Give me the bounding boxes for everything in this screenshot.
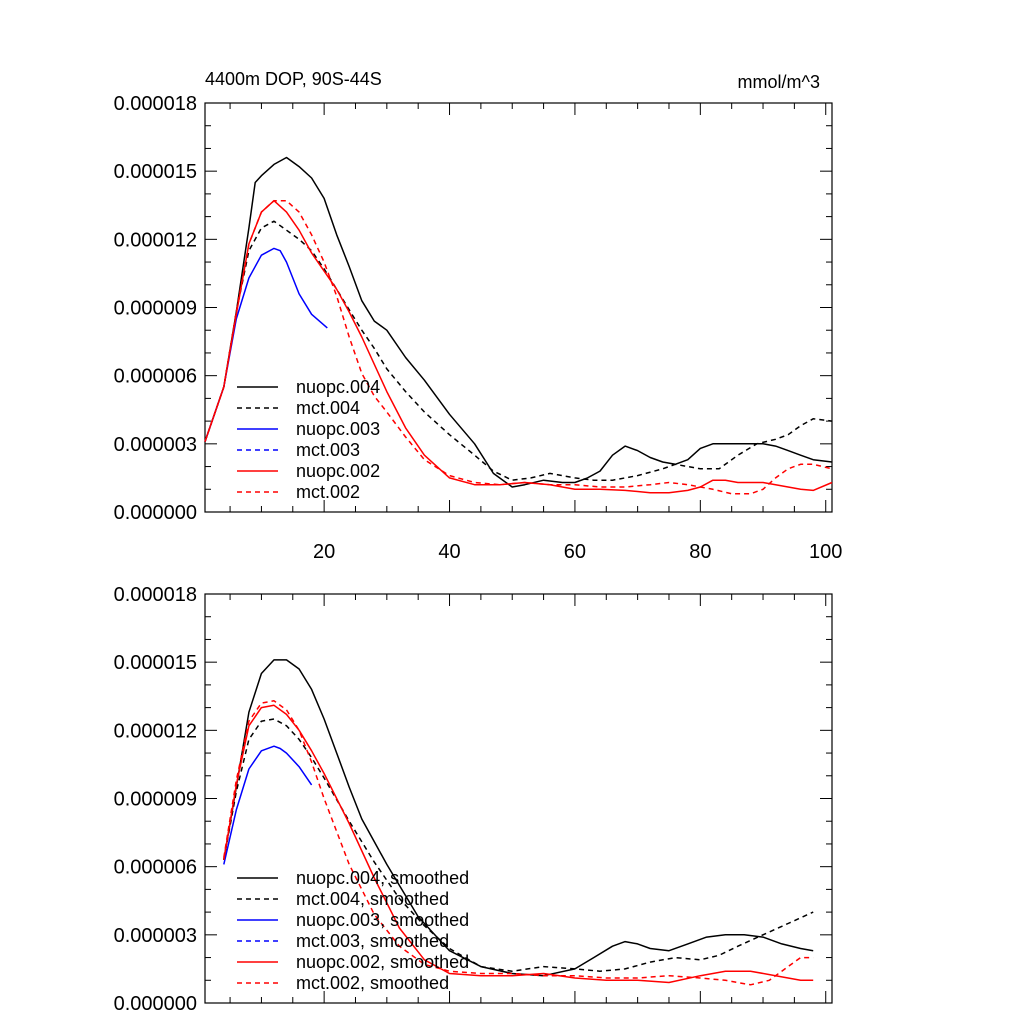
series-line (223, 745, 313, 865)
y-tick-label: 0.000003 (114, 925, 197, 947)
x-tick-label: 60 (564, 541, 586, 563)
chart-title: 4400m DOP, 90S-44S (205, 69, 382, 89)
x-tick-label: 100 (809, 541, 842, 563)
series-line (204, 199, 833, 494)
series-line (223, 718, 814, 972)
y-tick-label: 0.000018 (114, 93, 197, 115)
y-tick-label: 0.000012 (114, 720, 197, 742)
legend-label: nuopc.003 (296, 419, 380, 439)
x-tick-label: 80 (689, 541, 711, 563)
legend-label: mct.003 (296, 440, 360, 460)
legend-label: nuopc.002, smoothed (296, 952, 469, 972)
units-label: mmol/m^3 (738, 72, 820, 92)
series-line (204, 220, 833, 481)
y-tick-label: 0.000018 (114, 584, 197, 606)
legend-label: nuopc.002 (296, 461, 380, 481)
y-tick-label: 0.000015 (114, 161, 197, 183)
y-tick-label: 0.000012 (114, 229, 197, 251)
series-line (223, 704, 814, 984)
legend-label: mct.002 (296, 482, 360, 502)
y-tick-label: 0.000015 (114, 652, 197, 674)
legend-label: mct.003, smoothed (296, 931, 449, 951)
series-line (204, 156, 833, 488)
legend-label: mct.004, smoothed (296, 889, 449, 909)
legend-label: nuopc.003, smoothed (296, 910, 469, 930)
x-tick-label: 20 (313, 541, 335, 563)
legend-label: nuopc.004 (296, 377, 380, 397)
legend-label: nuopc.004, smoothed (296, 868, 469, 888)
y-tick-label: 0.000009 (114, 789, 197, 811)
y-tick-label: 0.000006 (114, 366, 197, 388)
bottom-panel: 0.000000 0.000003 0.000006 0.000009 0.000012… (114, 584, 833, 1015)
y-tick-label: 0.000003 (114, 434, 197, 456)
y-tick-label: 0.000006 (114, 857, 197, 879)
x-tick-label: 40 (438, 541, 460, 563)
y-tick-label: 0.000000 (114, 502, 197, 524)
legend-label: mct.002, smoothed (296, 973, 449, 993)
series-line (223, 659, 814, 977)
top-panel: 0.000000 0.000003 0.000006 0.000009 0.000012… (114, 93, 843, 563)
y-tick-label: 0.000000 (114, 993, 197, 1015)
legend-label: mct.004 (296, 398, 360, 418)
series-line (223, 700, 814, 986)
y-tick-label: 0.000009 (114, 298, 197, 320)
